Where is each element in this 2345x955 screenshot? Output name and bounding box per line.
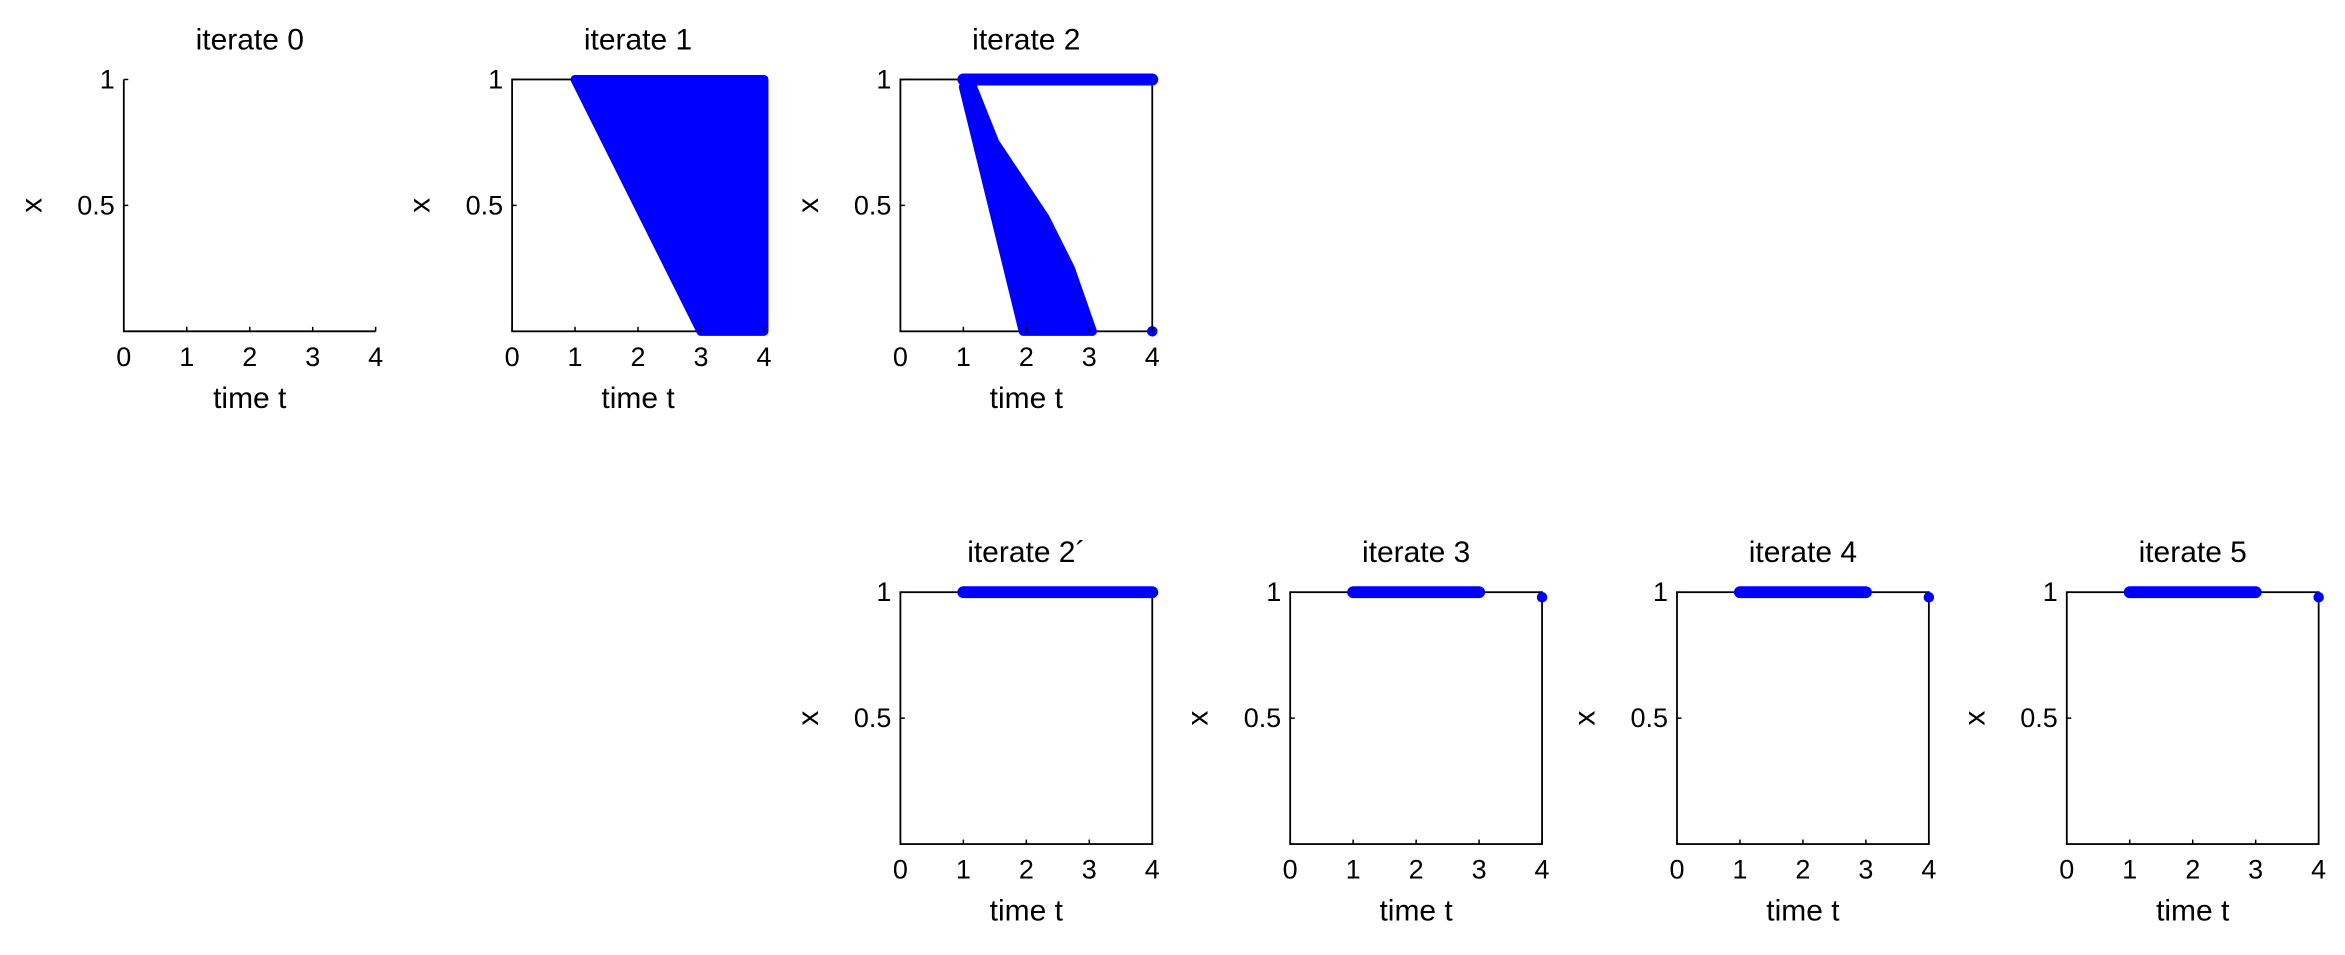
y-tick-label: 0.5 (2020, 703, 2058, 733)
x-tick-label: 2 (1019, 342, 1034, 372)
chart-title: iterate 3 (1362, 536, 1470, 569)
x-axis-label: time t (2156, 895, 2230, 928)
y-tick-label: 1 (876, 64, 891, 94)
x-axis-label: time t (1379, 895, 1453, 928)
y-axis-label: x (1182, 711, 1215, 726)
y-tick-label: 0.5 (77, 190, 114, 220)
y-tick-label: 0.5 (1244, 703, 1282, 733)
x-tick-label: 0 (1283, 855, 1298, 885)
point (2313, 591, 2324, 603)
axes-box (1676, 591, 1930, 845)
x-tick-label: 0 (116, 342, 131, 372)
x-tick-label: 1 (2122, 855, 2137, 885)
x-tick-label: 2 (1409, 855, 1424, 885)
chart-title: iterate 2´ (967, 536, 1085, 569)
x-tick-label: 0 (1669, 855, 1684, 885)
y-tick-label: 1 (1653, 577, 1668, 607)
subplot: 0 1 2 3 4 0.5 1 iterate 5 time t x (1958, 536, 2326, 927)
x-tick-label: 4 (2311, 855, 2326, 885)
x-tick-label: 1 (1346, 855, 1361, 885)
x-tick-label: 2 (1795, 855, 1810, 885)
x-tick-label: 2 (1019, 855, 1034, 885)
subplot: 0 1 2 3 4 0.5 1 iterate 0 time t x (15, 23, 383, 414)
x-tick-label: 3 (1472, 855, 1487, 885)
x-tick-label: 4 (1145, 855, 1160, 885)
y-tick-label: 1 (100, 64, 115, 94)
subplot: 0 1 2 3 4 0.5 1 iterate 1 time t x (404, 23, 772, 414)
x-tick-label: 3 (1082, 342, 1097, 372)
y-tick-label: 0.5 (466, 190, 504, 220)
x-axis-label: time t (1766, 895, 1840, 928)
axes-box (2065, 591, 2320, 845)
x-tick-label: 1 (1732, 855, 1747, 885)
axes-box (1289, 591, 1543, 845)
y-axis-label: x (1569, 711, 1602, 726)
subplot: 0 1 2 3 4 0.5 1 iterate 2 time t x (792, 23, 1160, 414)
x-tick-label: 3 (1858, 855, 1873, 885)
y-tick-label: 1 (2043, 577, 2058, 607)
x-axis-label: time t (213, 382, 287, 415)
y-axis-label: x (1958, 711, 1991, 726)
point (1923, 591, 1935, 603)
region (570, 74, 769, 336)
chart-title: iterate 4 (1749, 536, 1857, 569)
x-tick-label: 4 (756, 342, 771, 372)
x-tick-label: 4 (1535, 855, 1550, 885)
x-tick-label: 3 (305, 342, 320, 372)
x-tick-label: 0 (2059, 855, 2074, 885)
y-axis-label: x (792, 711, 825, 726)
x-tick-label: 4 (1145, 342, 1160, 372)
x-axis-label: time t (990, 895, 1064, 928)
x-tick-label: 0 (893, 342, 908, 372)
y-tick-label: 0.5 (854, 703, 891, 733)
x-tick-label: 1 (568, 342, 583, 372)
axes-box (899, 591, 1154, 845)
y-tick-label: 1 (1266, 577, 1281, 607)
y-axis-label: x (15, 198, 48, 213)
x-tick-label: 3 (693, 342, 708, 372)
subplot: 0 1 2 3 4 0.5 1 iterate 3 time t x (1182, 536, 1550, 927)
x-tick-label: 2 (631, 342, 646, 372)
x-tick-label: 2 (242, 342, 257, 372)
x-tick-label: 4 (1921, 855, 1936, 885)
chart-title: iterate 0 (196, 23, 304, 56)
x-tick-label: 0 (505, 342, 520, 372)
x-tick-label: 0 (893, 855, 908, 885)
x-tick-label: 1 (956, 342, 971, 372)
x-tick-label: 3 (2248, 855, 2263, 885)
y-tick-label: 0.5 (1630, 703, 1668, 733)
y-tick-label: 1 (876, 577, 891, 607)
y-tick-label: 0.5 (854, 190, 891, 220)
region (958, 74, 1097, 336)
point (1536, 591, 1548, 603)
x-tick-label: 1 (956, 855, 971, 885)
subplot: 0 1 2 3 4 0.5 1 iterate 2´ time t x (792, 536, 1160, 927)
y-axis-label: x (792, 198, 825, 213)
chart-title: iterate 2 (972, 23, 1080, 56)
x-tick-label: 3 (1082, 855, 1097, 885)
chart-title: iterate 1 (584, 23, 692, 56)
x-axis-label: time t (990, 382, 1064, 415)
y-tick-label: 1 (488, 64, 503, 94)
subplot: 0 1 2 3 4 0.5 1 iterate 4 time t x (1569, 536, 1937, 927)
x-tick-label: 1 (179, 342, 194, 372)
axes-lines (122, 79, 376, 333)
y-axis-label: x (404, 198, 437, 213)
x-tick-label: 2 (2185, 855, 2200, 885)
x-tick-label: 4 (368, 342, 383, 372)
x-axis-label: time t (601, 382, 675, 415)
chart-title: iterate 5 (2139, 536, 2247, 569)
